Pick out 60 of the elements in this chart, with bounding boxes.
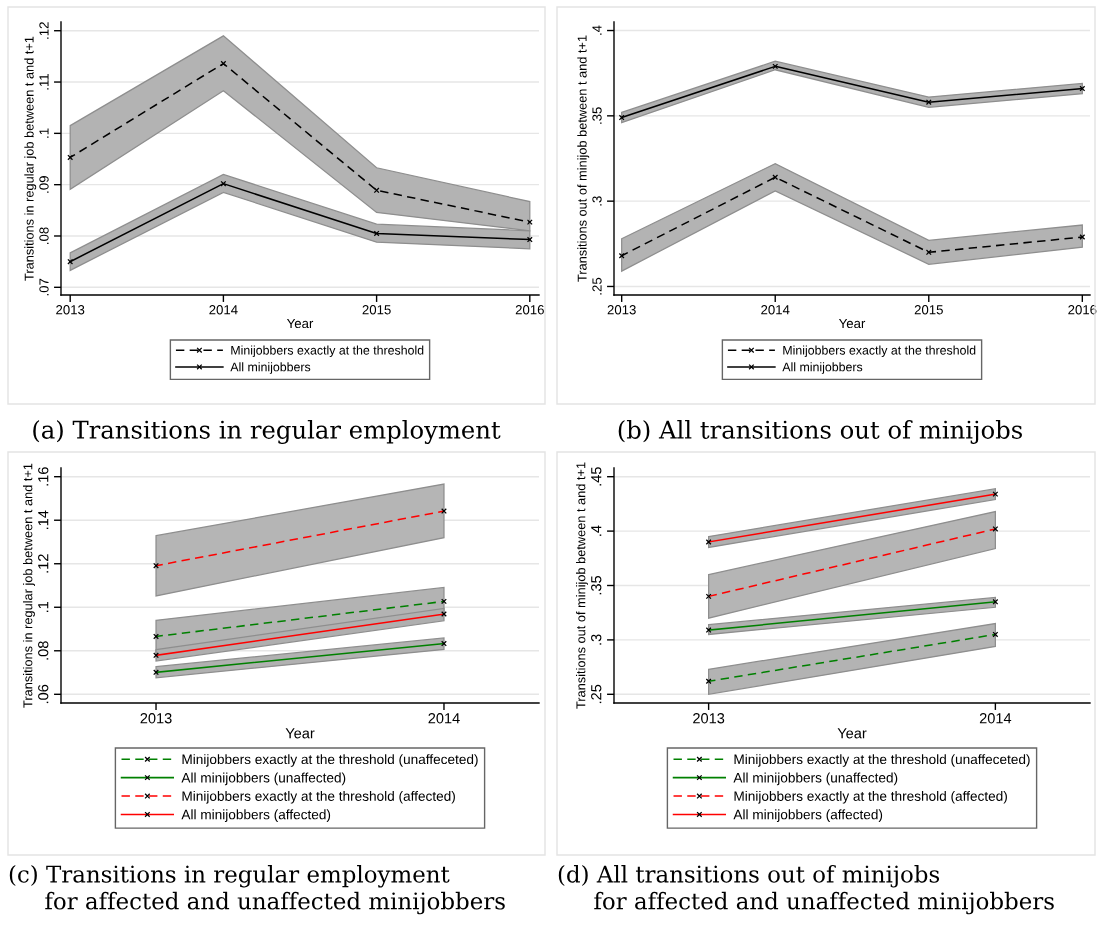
- y-tick-label: .12: [38, 554, 49, 573]
- y-tick-label: .14: [38, 510, 49, 530]
- y-tick-label: .3: [591, 634, 602, 645]
- x-tick-label: 2013: [140, 713, 172, 724]
- y-tick-label: .45: [591, 467, 602, 486]
- legend-label: Minijobbers exactly at the threshold: [783, 345, 976, 358]
- x-tick-label: 2016: [1068, 305, 1097, 315]
- legend-label: Minijobbers exactly at the threshold (unaffeceted): [734, 754, 1030, 767]
- x-tick-label: 2013: [607, 305, 636, 315]
- x-tick-label: 2013: [56, 305, 85, 315]
- y-axis-title: Transitions out of minijob between t and t+1: [575, 462, 588, 709]
- x-tick-label: 2014: [979, 713, 1012, 724]
- point: [772, 63, 779, 70]
- legend-label: All minijobbers (affected): [733, 809, 883, 823]
- y-tick-label: .4: [591, 525, 602, 536]
- y-tick-label: .25: [592, 277, 602, 295]
- y-tick-label: .12: [39, 22, 49, 39]
- x-axis-title: Year: [837, 728, 867, 739]
- x-tick-label: 2014: [209, 305, 238, 315]
- point: [67, 154, 74, 161]
- y-tick-label: .1: [39, 128, 49, 138]
- y-tick-label: .11: [39, 74, 49, 90]
- x-tick-label: 2013: [693, 713, 725, 724]
- y-axis-title: Transitions in regular job between t and t+1: [22, 463, 35, 708]
- y-tick-label: .09: [39, 176, 49, 193]
- y-tick-label: .3: [592, 196, 602, 206]
- x-tick-label: 2014: [428, 713, 460, 724]
- y-tick-label: .08: [39, 227, 49, 244]
- x-tick-label: 2014: [761, 305, 790, 315]
- y-tick-label: .35: [592, 107, 602, 124]
- x-axis-title: Year: [838, 318, 866, 329]
- legend-label: All minijobbers: [230, 362, 311, 374]
- y-tick-label: .25: [591, 684, 602, 704]
- x-tick-label: 2015: [914, 305, 943, 315]
- legend-label: All minijobbers (unaffected): [733, 772, 898, 786]
- x-axis-title: Year: [286, 318, 314, 329]
- y-tick-label: .08: [38, 641, 49, 660]
- y-axis-title: Transitions in regular job between t and t+1: [24, 36, 37, 281]
- point: [1079, 234, 1086, 240]
- legend-label: All minijobbers (unaffected): [181, 772, 346, 786]
- y-axis-title: Transitions out of minijob between t and t+1: [577, 35, 590, 282]
- x-axis-title: Year: [285, 728, 315, 739]
- legend-label: Minijobbers exactly at the threshold (affected): [182, 790, 455, 804]
- y-tick-label: .4: [592, 25, 602, 35]
- y-tick-label: .35: [591, 575, 602, 595]
- y-tick-label: .06: [38, 684, 49, 704]
- legend-label: All minijobbers: [782, 362, 863, 374]
- legend-label: Minijobbers exactly at the threshold: [231, 345, 424, 358]
- legend-label: Minijobbers exactly at the threshold (unaffeceted): [182, 754, 478, 767]
- y-tick-label: .07: [39, 278, 49, 296]
- text: (a) Transitions in regular employment: [33, 420, 501, 444]
- y-tick-label: .16: [38, 467, 49, 486]
- text: (c) Transitions in regular employment for affected and unaffected minijobbers: [9, 865, 505, 915]
- legend-label: All minijobbers (affected): [181, 809, 331, 823]
- legend-label: Minijobbers exactly at the threshold (affected): [734, 790, 1007, 804]
- x-tick-label: 2016: [515, 305, 544, 315]
- y-tick-label: .1: [38, 601, 49, 613]
- text: (b) All transitions out of minijobs: [618, 420, 1022, 444]
- text: (d) All transitions out of minijobs for affected and unaffected minijobbers: [558, 865, 1054, 915]
- x-tick-label: 2015: [362, 305, 391, 315]
